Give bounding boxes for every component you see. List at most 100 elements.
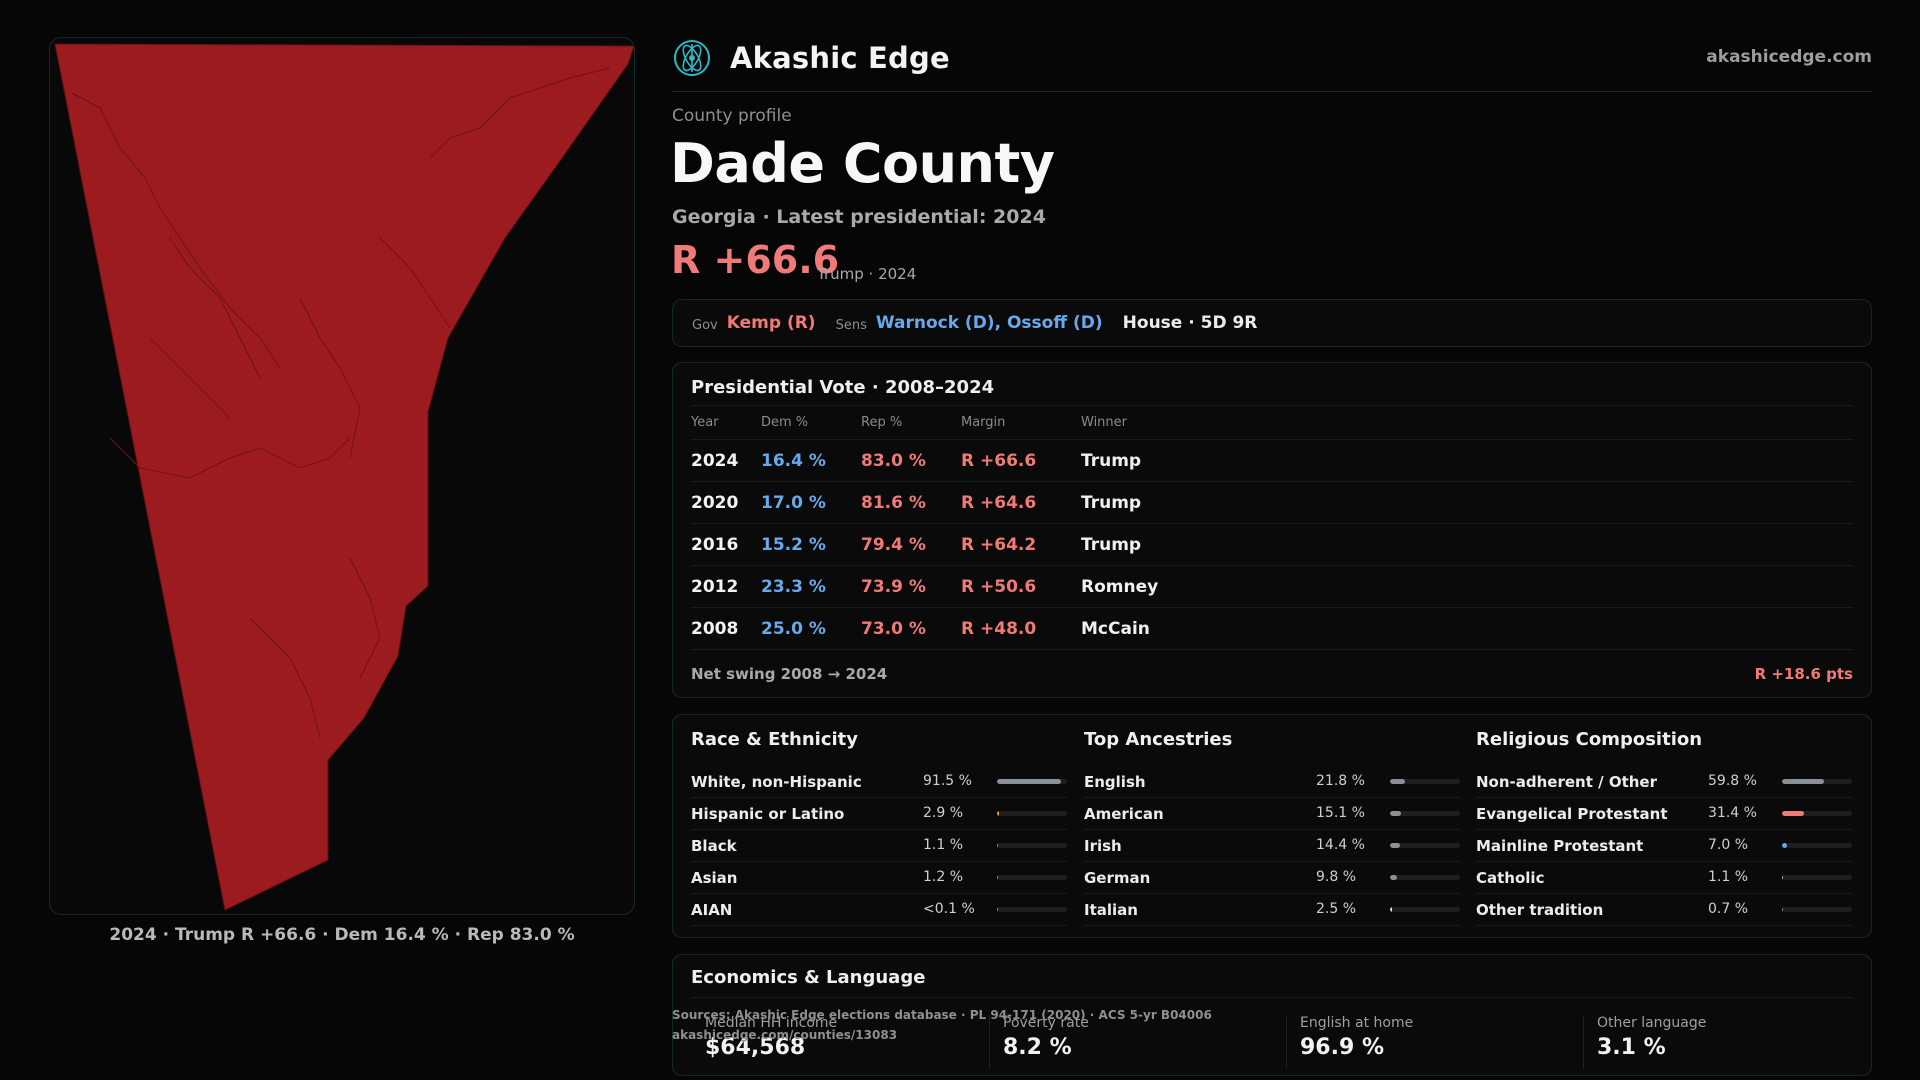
officials-bar: Gov Kemp (R) Sens Warnock (D), Ossoff (D… bbox=[672, 299, 1872, 347]
share-bar-fill bbox=[1390, 875, 1397, 880]
item-percent: 14.4 % bbox=[1316, 837, 1365, 853]
net-swing-text: Net swing 2008 → 2024 bbox=[691, 665, 888, 683]
share-bar-fill bbox=[1390, 779, 1406, 784]
demographics-card: Race & Ethnicity White, non-Hispanic 91.5… bbox=[672, 714, 1872, 938]
governor[interactable]: Kemp (R) bbox=[726, 313, 816, 333]
house-delegation: House · 5D 9R bbox=[1122, 313, 1258, 333]
kpi-divider bbox=[1583, 1015, 1584, 1069]
kpi-income: Median HH income $64,568 bbox=[691, 1015, 971, 1071]
senators[interactable]: Warnock (D), Ossoff (D) bbox=[875, 313, 1103, 333]
share-bar-fill bbox=[1782, 907, 1784, 912]
cell-margin: R +50.6 bbox=[961, 565, 1081, 608]
kpi-label: English at home bbox=[1300, 1015, 1414, 1031]
net-swing-value: R +18.6 pts bbox=[1754, 665, 1853, 683]
presidential-vote-card: Presidential Vote · 2008–2024 Year Dem %… bbox=[672, 362, 1872, 698]
caption-year: 2024 bbox=[109, 925, 157, 945]
race-column: Race & Ethnicity White, non-Hispanic 91.5… bbox=[691, 729, 1067, 926]
table-row[interactable]: 2008 25.0 % 73.0 % R +48.0 McCain bbox=[691, 607, 1853, 650]
cell-margin: R +66.6 bbox=[961, 439, 1081, 482]
list-item[interactable]: Mainline Protestant 7.0 % bbox=[1476, 830, 1852, 862]
kpi-divider bbox=[1286, 1015, 1287, 1069]
list-item[interactable]: English 21.8 % bbox=[1084, 766, 1460, 798]
list-item[interactable]: AIAN <0.1 % bbox=[691, 894, 1067, 926]
ancestry-column: Top Ancestries English 21.8 % American 15.1… bbox=[1084, 729, 1460, 926]
share-bar bbox=[997, 843, 1067, 848]
item-percent: 59.8 % bbox=[1708, 773, 1757, 789]
kpi-value: 8.2 % bbox=[1003, 1035, 1072, 1060]
net-swing-label: Net swing 2008 → 2024 bbox=[691, 665, 887, 683]
table-row[interactable]: 2012 23.3 % 73.9 % R +50.6 Romney bbox=[691, 565, 1853, 608]
share-bar bbox=[1782, 907, 1852, 912]
cell-winner: Trump bbox=[1081, 523, 1853, 566]
item-percent: 1.1 % bbox=[923, 837, 964, 853]
item-percent: 1.2 % bbox=[923, 869, 964, 885]
share-bar-fill bbox=[1782, 779, 1824, 784]
share-bar bbox=[1782, 779, 1852, 784]
cell-dem: 17.0 % bbox=[761, 481, 861, 524]
cell-year: 2012 bbox=[691, 565, 761, 608]
list-item[interactable]: Italian 2.5 % bbox=[1084, 894, 1460, 926]
caption-sep: · bbox=[316, 925, 335, 945]
list-item[interactable]: Hispanic or Latino 2.9 % bbox=[691, 798, 1067, 830]
table-row[interactable]: 2024 16.4 % 83.0 % R +66.6 Trump bbox=[691, 439, 1853, 482]
item-percent: <0.1 % bbox=[923, 901, 975, 917]
item-label: AIAN bbox=[691, 901, 733, 919]
item-label: Italian bbox=[1084, 901, 1138, 919]
caption-sep: · bbox=[448, 925, 467, 945]
gov-label: Gov bbox=[692, 318, 718, 333]
item-label: Catholic bbox=[1476, 869, 1545, 887]
cell-winner: McCain bbox=[1081, 607, 1853, 650]
col-margin: Margin bbox=[961, 405, 1081, 440]
share-bar-fill bbox=[997, 811, 1000, 816]
share-bar bbox=[1390, 907, 1460, 912]
cell-winner: Romney bbox=[1081, 565, 1853, 608]
item-percent: 15.1 % bbox=[1316, 805, 1365, 821]
page-title: Dade County bbox=[670, 132, 1055, 195]
religion-title: Religious Composition bbox=[1476, 729, 1703, 750]
table-row[interactable]: 2016 15.2 % 79.4 % R +64.2 Trump bbox=[691, 523, 1853, 566]
county-polygon[interactable] bbox=[54, 43, 634, 911]
list-item[interactable]: Other tradition 0.7 % bbox=[1476, 894, 1852, 926]
list-item[interactable]: Black 1.1 % bbox=[691, 830, 1067, 862]
religion-column: Religious Composition Non-adherent / Oth… bbox=[1476, 729, 1852, 926]
headline-margin: R +66.6 bbox=[671, 238, 840, 282]
kpi-label: Poverty rate bbox=[1003, 1015, 1089, 1031]
brand[interactable]: Akashic Edge bbox=[672, 36, 950, 80]
list-item[interactable]: Evangelical Protestant 31.4 % bbox=[1476, 798, 1852, 830]
list-item[interactable]: Non-adherent / Other 59.8 % bbox=[1476, 766, 1852, 798]
col-rep: Rep % bbox=[861, 405, 961, 440]
item-percent: 9.8 % bbox=[1316, 869, 1357, 885]
list-item[interactable]: Irish 14.4 % bbox=[1084, 830, 1460, 862]
permalink[interactable]: akashicedge.com/counties/13083 bbox=[672, 1028, 898, 1042]
item-label: Asian bbox=[691, 869, 738, 887]
township-boundaries bbox=[71, 67, 611, 739]
cell-dem: 25.0 % bbox=[761, 607, 861, 650]
list-item[interactable]: German 9.8 % bbox=[1084, 862, 1460, 894]
item-percent: 31.4 % bbox=[1708, 805, 1757, 821]
item-percent: 0.7 % bbox=[1708, 901, 1749, 917]
subtitle-sep: · bbox=[755, 206, 777, 228]
site-url-link[interactable]: akashicedge.com bbox=[1706, 47, 1872, 67]
cell-rep: 79.4 % bbox=[861, 523, 961, 566]
share-bar-fill bbox=[1390, 907, 1392, 912]
page-eyebrow: County profile bbox=[672, 106, 792, 126]
race-title: Race & Ethnicity bbox=[691, 729, 858, 750]
economics-divider bbox=[691, 997, 1853, 998]
list-item[interactable]: White, non-Hispanic 91.5 % bbox=[691, 766, 1067, 798]
headline-margin-note: Trump · 2024 bbox=[817, 265, 917, 283]
item-label: Other tradition bbox=[1476, 901, 1604, 919]
economics-card: Economics & Language Median HH income $6… bbox=[672, 954, 1872, 1076]
atom-logo-icon bbox=[674, 40, 710, 76]
list-item[interactable]: Asian 1.2 % bbox=[691, 862, 1067, 894]
table-row[interactable]: 2020 17.0 % 81.6 % R +64.6 Trump bbox=[691, 481, 1853, 524]
cell-rep: 83.0 % bbox=[861, 439, 961, 482]
title-sep: · bbox=[865, 377, 885, 398]
county-map[interactable] bbox=[49, 37, 635, 915]
kpi-other-language: Other language 3.1 % bbox=[1583, 1015, 1853, 1071]
item-percent: 2.9 % bbox=[923, 805, 964, 821]
kpi-poverty: Poverty rate 8.2 % bbox=[989, 1015, 1285, 1071]
list-item[interactable]: Catholic 1.1 % bbox=[1476, 862, 1852, 894]
share-bar-fill bbox=[997, 875, 999, 880]
list-item[interactable]: American 15.1 % bbox=[1084, 798, 1460, 830]
presidential-title-text: Presidential Vote bbox=[691, 377, 866, 398]
